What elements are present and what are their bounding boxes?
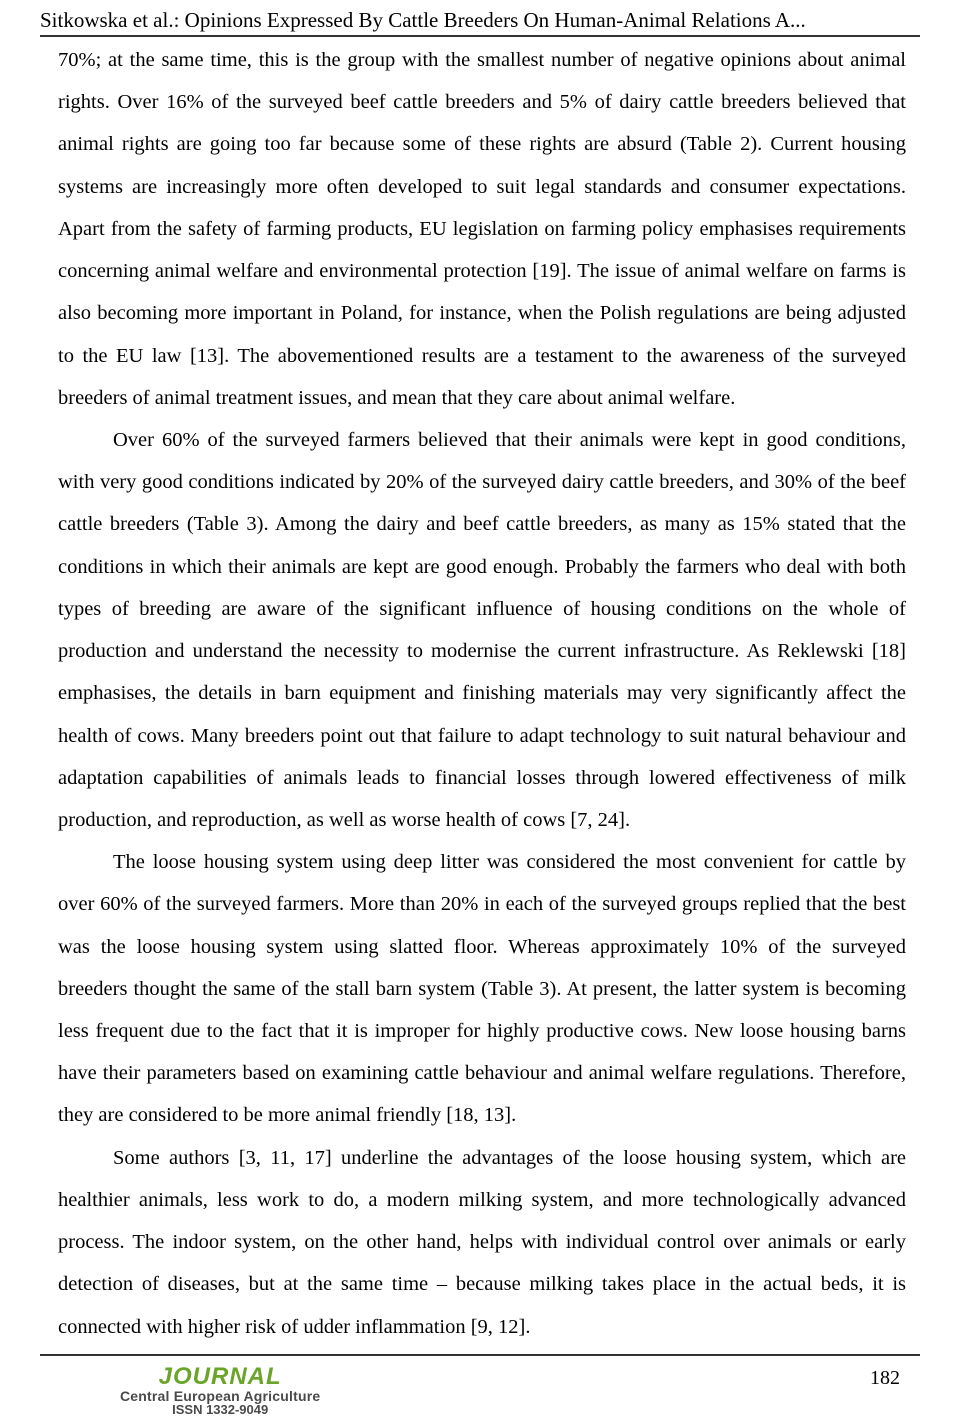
- journal-logo: JOURNAL Central European Agriculture ISS…: [120, 1365, 320, 1416]
- footer-rule: [40, 1354, 920, 1356]
- paragraph-1: 70%; at the same time, this is the group…: [58, 39, 906, 419]
- paragraph-4: Some authors [3, 11, 17] underline the a…: [58, 1137, 906, 1348]
- page-container: Sitkowska et al.: Opinions Expressed By …: [0, 0, 960, 1428]
- paragraph-3: The loose housing system using deep litt…: [58, 841, 906, 1137]
- page-footer: JOURNAL Central European Agriculture ISS…: [40, 1360, 920, 1420]
- journal-issn: ISSN 1332-9049: [172, 1403, 268, 1416]
- article-body: 70%; at the same time, this is the group…: [40, 37, 920, 1348]
- journal-logo-sub: Central European Agriculture: [120, 1389, 320, 1403]
- page-number: 182: [870, 1367, 900, 1390]
- journal-logo-main: JOURNAL: [159, 1365, 282, 1389]
- paragraph-2: Over 60% of the surveyed farmers believe…: [58, 419, 906, 841]
- running-head: Sitkowska et al.: Opinions Expressed By …: [40, 8, 920, 35]
